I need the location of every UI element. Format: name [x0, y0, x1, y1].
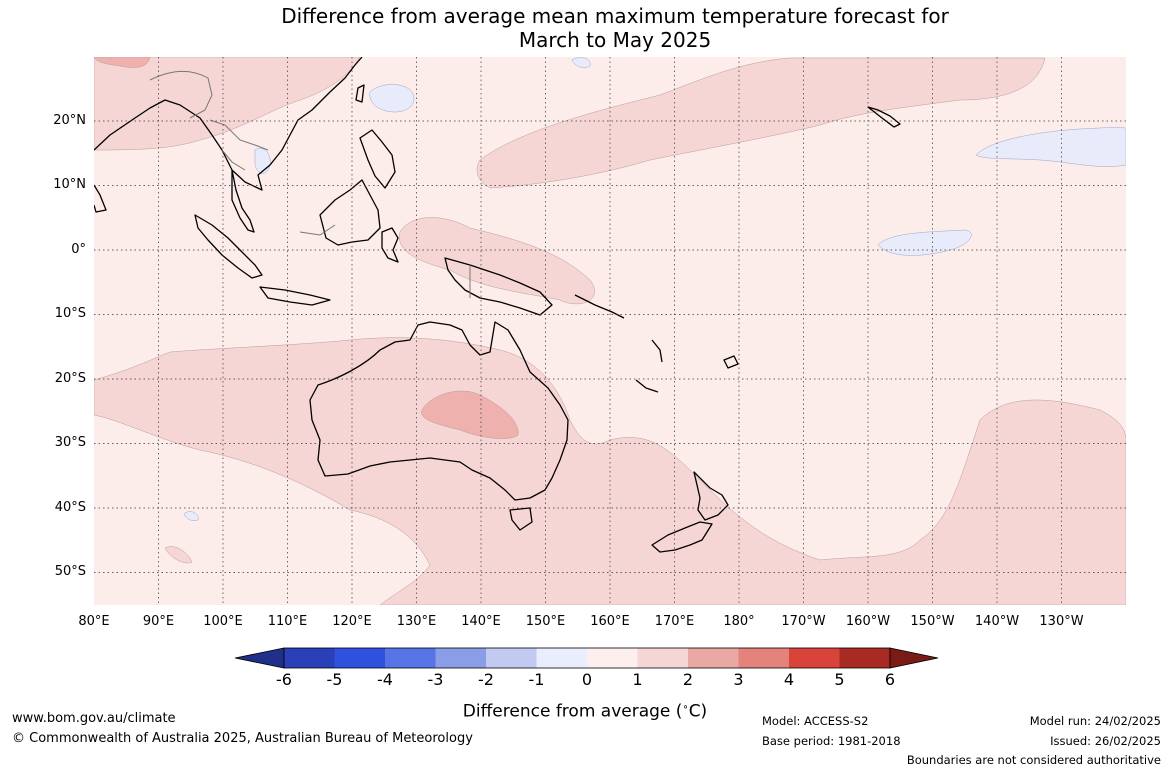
- coastline-new-zealand-south: [651, 521, 713, 553]
- footer-disclaimer: Boundaries are not considered authoritat…: [906, 753, 1161, 767]
- lat-label-20s: 20°S: [54, 371, 86, 386]
- lon-label-100e: 100°E: [203, 614, 243, 629]
- lon-label-170e: 170°E: [654, 614, 695, 629]
- coastline-fiji: [723, 355, 739, 369]
- coastline-sumatra: [194, 214, 263, 279]
- lon-label-130w: 130°W: [1039, 614, 1084, 629]
- colorbar-tick: -3: [427, 670, 444, 689]
- lat-label-10n: 10°N: [53, 177, 86, 192]
- footer-website: www.bom.gov.au/climate: [12, 711, 176, 726]
- coastlines: [94, 57, 901, 553]
- anomaly-region-north-pacific-cool: [571, 57, 591, 68]
- degree-symbol: ∘: [682, 702, 689, 713]
- anomaly-region-central-australia: [421, 390, 519, 439]
- footer-model: Model: ACCESS-S2: [762, 714, 869, 728]
- lon-label-180: 180°: [723, 614, 755, 629]
- footer-issued: Issued: 26/02/2025: [1050, 734, 1161, 748]
- lat-label-40s: 40°S: [54, 500, 86, 515]
- colorbar-tick: 5: [834, 670, 845, 689]
- coastline-asia-mainland: [94, 57, 363, 191]
- lon-label-150w: 150°W: [910, 614, 955, 629]
- anomaly-region-asia: [94, 57, 361, 151]
- lon-label-130e: 130°E: [396, 614, 437, 629]
- coastline-malay-peninsula: [231, 169, 255, 233]
- lon-label-160e: 160°E: [590, 614, 630, 629]
- lat-label-0: 0°: [71, 242, 86, 257]
- lon-label-170w: 170°W: [781, 614, 826, 629]
- map-title: Difference from average mean maximum tem…: [281, 4, 949, 52]
- lon-label-150e: 150°E: [525, 614, 566, 629]
- coastline-australia: [309, 321, 569, 501]
- footer-model-run: Model run: 24/02/2025: [1029, 714, 1161, 728]
- coastline-new-zealand-north: [693, 471, 729, 521]
- lon-label-120e: 120°E: [332, 614, 372, 629]
- graticule: [94, 57, 1126, 605]
- lon-label-140e: 140°E: [461, 614, 501, 629]
- lat-label-20n: 20°N: [53, 113, 86, 128]
- colorbar-tick: -2: [478, 670, 494, 689]
- coastline-vanuatu: [651, 339, 663, 363]
- lat-label-10s: 10°S: [54, 306, 86, 321]
- colorbar-tick: -4: [377, 670, 393, 689]
- anomaly-region-sw-cool: [183, 511, 199, 521]
- colorbar-label-text: Difference from average (: [462, 701, 683, 722]
- colorbar-label: Difference from average (∘C): [380, 698, 790, 722]
- colorbar-tick: 1: [632, 670, 643, 689]
- anomaly-region-north-pacific: [476, 57, 1046, 189]
- coastline-solomon: [574, 294, 625, 319]
- lon-label-110e: 110°E: [267, 614, 308, 629]
- footer-copyright: © Commonwealth of Australia 2025, Austra…: [12, 731, 473, 746]
- footer-base-period: Base period: 1981-2018: [762, 734, 901, 748]
- coastline-new-guinea: [444, 257, 553, 316]
- anomaly-region-himalaya: [94, 57, 151, 68]
- lon-label-90e: 90°E: [142, 614, 175, 629]
- colorbar-tick: -6: [276, 670, 292, 689]
- colorbar-tick: 2: [682, 670, 694, 689]
- lon-label-80e: 80°E: [78, 614, 110, 629]
- lat-label-50s: 50°S: [54, 564, 86, 579]
- anomaly-region-equatorial-pacific-cool: [877, 229, 972, 256]
- anomaly-region-south-china-sea-cool: [369, 84, 415, 113]
- lon-label-140w: 140°W: [974, 614, 1020, 629]
- colorbar-label-unit: C): [688, 701, 708, 722]
- coastline-philippines: [359, 129, 396, 189]
- colorbar-tick: -1: [528, 670, 545, 689]
- coastline-india-tip: [94, 184, 107, 213]
- colorbar-tick: 3: [733, 670, 744, 689]
- coastline-hawaii: [867, 106, 901, 128]
- coastline-taiwan: [355, 84, 365, 103]
- lon-label-160w: 160°W: [845, 614, 891, 629]
- coastline-new-caledonia: [635, 379, 659, 393]
- lat-label-30s: 30°S: [54, 435, 86, 450]
- anomaly-region-small-sw: [164, 546, 193, 564]
- anomaly-region-east-pacific-cool: [975, 127, 1126, 167]
- colorbar-tick: -5: [326, 670, 343, 689]
- coastline-java: [259, 286, 331, 306]
- coastline-borneo: [319, 179, 381, 246]
- colorbar-tick: 0: [581, 670, 593, 689]
- colorbar-tick: 6: [884, 670, 896, 689]
- colorbar-tick: 4: [783, 670, 795, 689]
